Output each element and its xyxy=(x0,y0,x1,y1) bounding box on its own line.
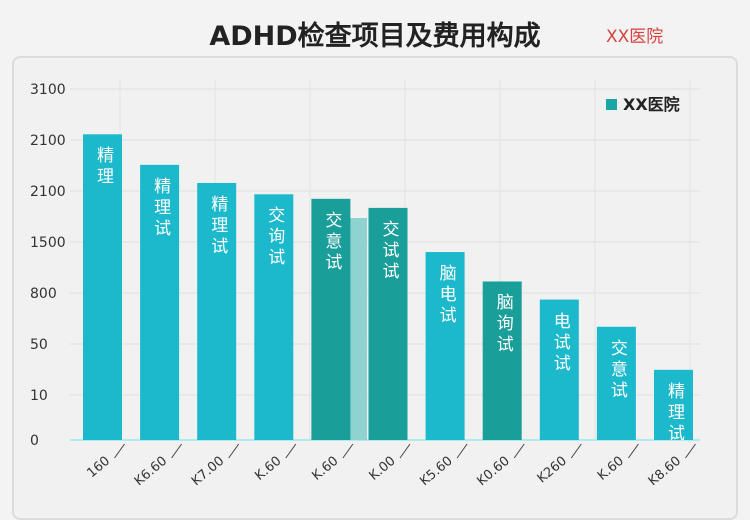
bar-label: 交意试 xyxy=(321,210,342,274)
x-tick xyxy=(513,443,525,459)
x-tick-label: K8.60 xyxy=(646,454,684,490)
x-tick-label: 160 xyxy=(84,454,113,481)
y-tick-label: 10 xyxy=(30,388,48,404)
bar-label: 精理试 xyxy=(150,176,171,240)
x-tick-label: K5.60 xyxy=(417,454,455,490)
bar xyxy=(539,299,579,440)
bar-label: 精理试 xyxy=(207,194,228,258)
background-bar xyxy=(350,218,367,440)
bar xyxy=(83,134,122,440)
x-tick-label: K7.00 xyxy=(189,454,227,490)
bar-label: 交试试 xyxy=(378,219,399,283)
x-tick-label: K.60 xyxy=(252,454,284,484)
y-tick-label: 0 xyxy=(30,433,39,449)
y-tick-label: 3100 xyxy=(30,82,66,98)
bar-label: 电试试 xyxy=(549,311,570,375)
bar-label: 脑询试 xyxy=(492,293,513,357)
x-tick-label: K260 xyxy=(535,454,570,487)
x-tick xyxy=(342,443,354,459)
y-tick-label: 2100 xyxy=(30,133,66,149)
x-tick-label: K6.60 xyxy=(132,454,170,490)
hospital-watermark: XX医院 xyxy=(606,27,664,47)
y-tick-label: 50 xyxy=(30,337,48,353)
bar-label: 精理试 xyxy=(664,381,684,445)
chart-title: ADHD检查项目及费用构成 xyxy=(209,21,541,52)
bar xyxy=(596,326,636,440)
bar xyxy=(311,198,351,440)
x-tick xyxy=(114,443,125,459)
bar-label: 交询试 xyxy=(264,206,285,270)
x-tick xyxy=(228,443,240,459)
bar xyxy=(197,182,237,440)
x-tick-label: K.00 xyxy=(367,454,399,484)
bar xyxy=(140,164,180,440)
bar-label: 精理 xyxy=(93,146,113,189)
x-tick-label: K.60 xyxy=(309,454,341,484)
legend-swatch xyxy=(606,99,617,110)
legend-label: XX医院 xyxy=(623,95,680,114)
bar xyxy=(654,369,693,440)
bar-chart: 0 10 50 800 1500 2100 2100 3100 160 K6.60 K7.00 K.6… xyxy=(30,80,700,490)
x-tick-label: K0.60 xyxy=(474,454,512,490)
x-tick xyxy=(570,443,582,459)
x-tick xyxy=(685,443,696,459)
bar xyxy=(482,281,522,440)
y-tick-label: 2100 xyxy=(30,184,66,200)
bar xyxy=(254,194,294,440)
y-tick-label: 1500 xyxy=(30,235,66,251)
y-tick-label: 800 xyxy=(30,286,57,302)
bar xyxy=(368,207,408,440)
bar-label: 脑电试 xyxy=(435,264,456,328)
x-tick-label: K.60 xyxy=(595,454,627,484)
x-tick xyxy=(285,443,297,459)
x-tick xyxy=(171,443,183,459)
bar-label: 交意试 xyxy=(606,338,627,402)
bar xyxy=(425,252,465,440)
x-tick xyxy=(627,443,639,459)
x-tick xyxy=(456,443,468,459)
x-tick xyxy=(399,443,411,459)
